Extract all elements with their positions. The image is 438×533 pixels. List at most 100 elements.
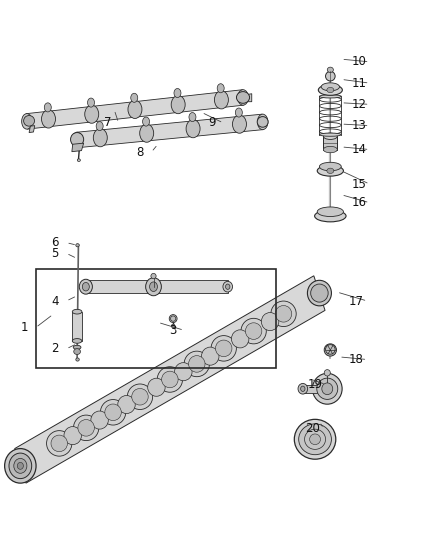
Text: 2: 2 xyxy=(52,342,59,356)
Ellipse shape xyxy=(317,165,343,176)
Text: 1: 1 xyxy=(21,321,28,334)
Ellipse shape xyxy=(169,314,177,322)
Text: 18: 18 xyxy=(349,353,364,366)
Ellipse shape xyxy=(300,386,305,391)
Ellipse shape xyxy=(74,349,81,354)
Ellipse shape xyxy=(223,281,233,292)
Text: 8: 8 xyxy=(137,146,144,159)
Ellipse shape xyxy=(312,373,342,404)
Ellipse shape xyxy=(189,356,205,372)
Text: 10: 10 xyxy=(351,55,366,68)
Ellipse shape xyxy=(74,415,99,441)
Ellipse shape xyxy=(237,92,250,103)
Ellipse shape xyxy=(79,279,92,294)
Text: 11: 11 xyxy=(351,77,366,90)
Ellipse shape xyxy=(175,362,192,381)
Ellipse shape xyxy=(24,116,35,126)
Ellipse shape xyxy=(78,159,81,161)
Ellipse shape xyxy=(51,435,67,451)
Polygon shape xyxy=(72,312,82,341)
Ellipse shape xyxy=(294,419,336,459)
Ellipse shape xyxy=(174,88,181,98)
Ellipse shape xyxy=(162,371,178,388)
Ellipse shape xyxy=(321,83,339,91)
Text: 12: 12 xyxy=(351,98,366,111)
Polygon shape xyxy=(77,114,263,148)
Ellipse shape xyxy=(319,95,341,98)
Ellipse shape xyxy=(127,384,152,409)
Text: 20: 20 xyxy=(305,422,320,435)
Ellipse shape xyxy=(310,434,321,445)
Ellipse shape xyxy=(105,404,121,421)
Ellipse shape xyxy=(298,383,307,394)
Text: 4: 4 xyxy=(52,295,59,308)
Text: 9: 9 xyxy=(208,117,216,130)
Ellipse shape xyxy=(46,431,72,456)
Ellipse shape xyxy=(171,95,185,114)
Ellipse shape xyxy=(215,91,228,109)
Ellipse shape xyxy=(245,323,262,340)
Ellipse shape xyxy=(318,85,343,95)
Ellipse shape xyxy=(78,148,81,151)
Ellipse shape xyxy=(217,84,224,93)
Ellipse shape xyxy=(91,411,108,429)
Ellipse shape xyxy=(142,117,149,126)
Ellipse shape xyxy=(14,458,27,473)
Polygon shape xyxy=(86,280,228,293)
Ellipse shape xyxy=(271,301,296,327)
Polygon shape xyxy=(243,94,252,102)
Text: 14: 14 xyxy=(351,143,366,156)
Ellipse shape xyxy=(118,395,135,414)
Ellipse shape xyxy=(322,383,333,394)
Ellipse shape xyxy=(299,424,332,455)
Ellipse shape xyxy=(325,71,335,81)
Ellipse shape xyxy=(235,108,242,117)
Ellipse shape xyxy=(261,312,279,330)
Ellipse shape xyxy=(44,103,51,112)
Text: 17: 17 xyxy=(349,295,364,308)
Ellipse shape xyxy=(72,132,82,148)
Ellipse shape xyxy=(42,110,56,128)
Ellipse shape xyxy=(226,284,230,289)
Ellipse shape xyxy=(85,105,99,123)
Ellipse shape xyxy=(317,207,343,216)
Ellipse shape xyxy=(314,210,346,222)
Ellipse shape xyxy=(311,284,328,302)
Ellipse shape xyxy=(238,90,248,105)
Ellipse shape xyxy=(201,347,219,365)
Ellipse shape xyxy=(317,378,338,399)
Ellipse shape xyxy=(64,426,81,445)
Ellipse shape xyxy=(325,345,335,354)
Ellipse shape xyxy=(186,119,200,138)
Ellipse shape xyxy=(21,114,32,129)
Ellipse shape xyxy=(17,463,23,470)
Polygon shape xyxy=(302,384,323,393)
Ellipse shape xyxy=(148,378,165,396)
Text: 16: 16 xyxy=(351,196,366,209)
Ellipse shape xyxy=(257,117,268,127)
Text: 5: 5 xyxy=(52,247,59,260)
Ellipse shape xyxy=(189,112,196,122)
Polygon shape xyxy=(323,136,337,150)
Ellipse shape xyxy=(211,336,237,361)
Ellipse shape xyxy=(170,316,176,321)
Ellipse shape xyxy=(93,128,107,147)
Ellipse shape xyxy=(327,67,333,72)
Ellipse shape xyxy=(100,400,126,425)
Ellipse shape xyxy=(9,453,32,479)
Ellipse shape xyxy=(241,318,266,344)
Ellipse shape xyxy=(319,163,341,171)
Ellipse shape xyxy=(215,340,232,357)
Polygon shape xyxy=(15,276,325,483)
Ellipse shape xyxy=(276,305,292,322)
Ellipse shape xyxy=(157,367,183,392)
Ellipse shape xyxy=(233,115,247,133)
Text: 7: 7 xyxy=(104,117,111,130)
Ellipse shape xyxy=(72,338,82,343)
Ellipse shape xyxy=(171,324,175,328)
Ellipse shape xyxy=(73,345,81,349)
Ellipse shape xyxy=(151,273,156,279)
Text: 3: 3 xyxy=(170,324,177,337)
Ellipse shape xyxy=(231,330,249,348)
Ellipse shape xyxy=(72,309,82,314)
